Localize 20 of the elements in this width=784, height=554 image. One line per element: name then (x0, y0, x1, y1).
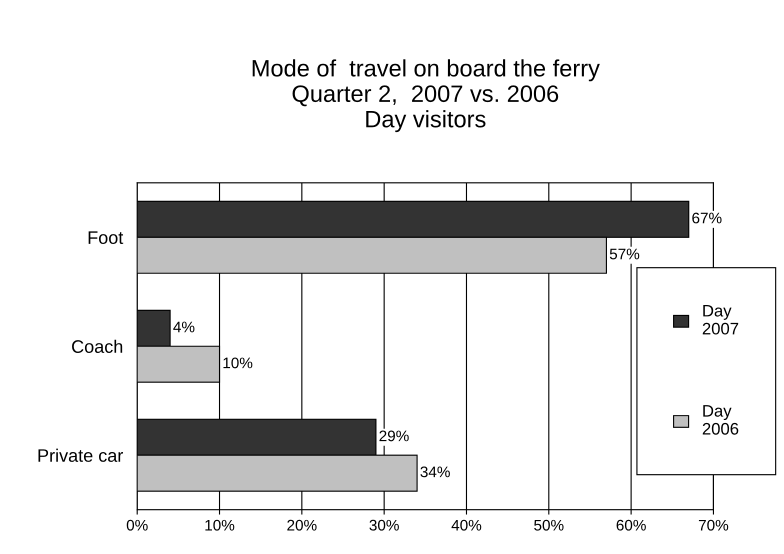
x-tick-label: 0% (126, 520, 148, 531)
x-tick-label: 60% (616, 520, 646, 531)
x-tick-label: 10% (205, 520, 234, 531)
data-label: 4% (173, 322, 194, 332)
y-tick-label: Coach (72, 340, 122, 353)
x-tick-label: 40% (452, 520, 482, 531)
x-tick-label: 30% (369, 520, 399, 531)
y-tick-label: Private car (38, 448, 124, 462)
legend-label: Day 2007 (702, 304, 738, 335)
x-tick-label: 50% (534, 520, 564, 531)
data-label: 34% (420, 466, 450, 478)
x-tick-label: 70% (698, 520, 728, 531)
legend-label: Day 2006 (702, 405, 738, 435)
data-label: 67% (692, 212, 722, 224)
y-tick-label: Foot (88, 231, 124, 244)
chart-title: Mode of travel on board the ferry Quarter 2, 2007 vs. 2006 Day visitors (252, 59, 600, 132)
data-label: 29% (379, 430, 409, 442)
data-label: 10% (223, 358, 252, 368)
data-label: 57% (610, 248, 640, 260)
x-tick-label: 20% (287, 520, 317, 531)
